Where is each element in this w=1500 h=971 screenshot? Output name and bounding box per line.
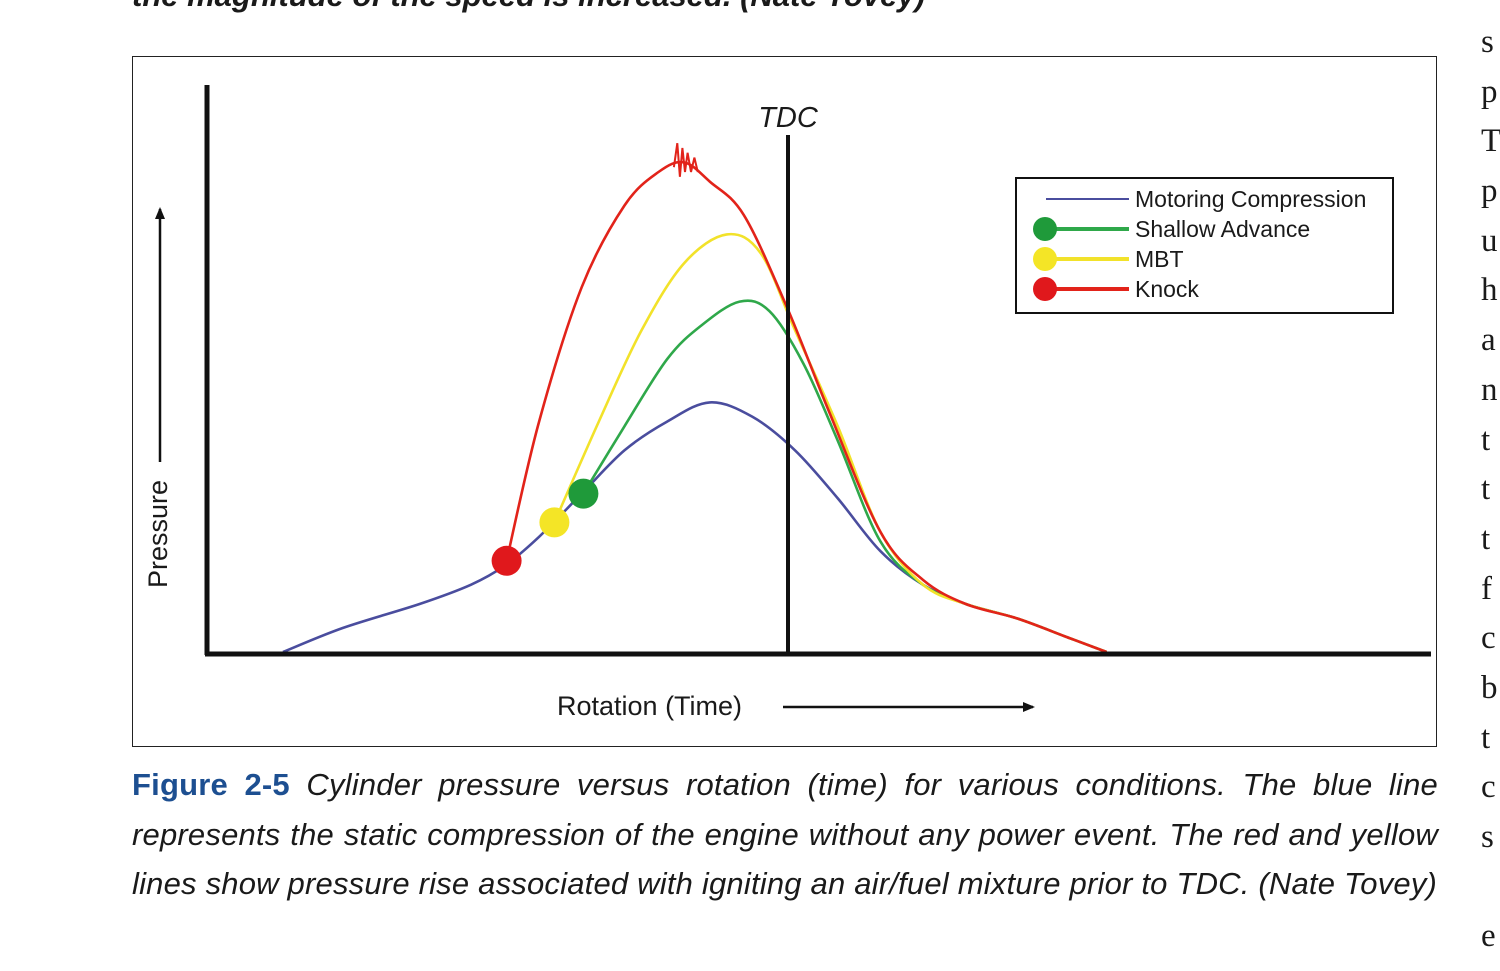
series-layer [282,143,1108,654]
side-column-line: c [1481,769,1496,806]
legend-label: Motoring Compression [1135,186,1366,212]
side-column-line: t [1481,719,1491,756]
legend-item-mbt: MBT [1033,246,1184,272]
side-column-line: n [1481,371,1498,408]
series-line-motoring [282,401,1108,654]
caption-text: Cylinder pressure versus rotation (time)… [132,767,1438,901]
pressure-rotation-chart: TDC Pressure Rotation (Time) Motoring Co… [143,85,1431,721]
side-column-line: t [1481,471,1491,508]
side-column-line: T [1481,123,1500,160]
legend-label: Shallow Advance [1135,216,1310,242]
previous-caption-fragment: the magnitude of the speed is increased.… [132,0,925,14]
legend-swatch-dot [1033,277,1057,301]
side-column-line: p [1481,173,1498,210]
figure-label: Figure 2-5 [132,767,290,802]
ignition-dot-layer [491,478,599,576]
side-column-line: b [1481,669,1498,706]
side-column-line: t [1481,421,1491,458]
knock-oscillation [672,143,699,177]
side-column-line: t [1481,520,1491,557]
series-line-shallow [582,299,1108,654]
side-column-line: u [1481,222,1498,259]
side-column-line: h [1481,272,1498,309]
figure-caption: Figure 2-5 Cylinder pressure versus rota… [132,760,1438,909]
legend: Motoring Compression Shallow Advance MBT Kn… [1015,177,1394,314]
figure-frame: TDC Pressure Rotation (Time) Motoring Co… [132,56,1437,747]
ignition-point-knock [491,545,522,576]
side-column-line: s [1481,24,1494,60]
y-axis-label: Pressure [143,480,173,588]
ignition-point-mbt [539,507,570,538]
side-column-line: c [1481,620,1496,657]
side-column-line: e [1481,918,1496,955]
legend-item-motoring: Motoring Compression [1046,186,1366,212]
ignition-point-shallow [568,478,599,509]
x-axis-label: Rotation (Time) [557,691,742,721]
side-column-line [1481,863,1500,913]
tdc-label: TDC [758,102,819,134]
side-column-line: s [1481,819,1494,855]
legend-label: Knock [1135,276,1199,302]
series-line-knock [505,160,1108,654]
side-column-line: p [1481,73,1498,110]
legend-label: MBT [1135,246,1184,272]
legend-item-shallow: Shallow Advance [1033,216,1310,242]
legend-item-knock: Knock [1033,276,1199,302]
side-column-line: f [1481,570,1492,607]
legend-swatch-dot [1033,247,1057,271]
legend-swatch-dot [1033,217,1057,241]
side-column-line: a [1481,322,1496,359]
